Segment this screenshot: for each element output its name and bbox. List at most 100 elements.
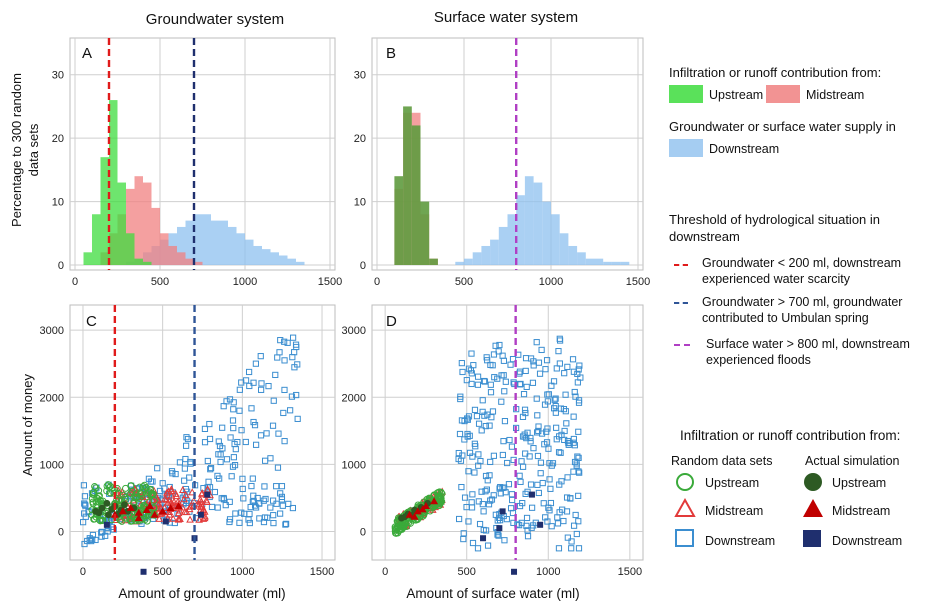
bar-downstream — [559, 233, 569, 265]
y-tick-label: 1000 — [40, 459, 64, 471]
point-random-downstream — [463, 377, 470, 384]
point-random-midstream — [185, 505, 194, 513]
point-random-downstream — [501, 418, 509, 425]
point-random-downstream — [201, 425, 209, 432]
point-random-downstream — [564, 363, 571, 370]
bar-downstream — [279, 255, 288, 265]
point-random-downstream — [251, 422, 259, 429]
point-random-downstream — [214, 504, 221, 511]
bar-downstream — [253, 245, 262, 265]
point-random-downstream — [267, 504, 274, 511]
legend-threshold-gw-low-text: Groundwater < 200 ml, downstream experie… — [702, 256, 902, 286]
x-tick-label: 1500 — [318, 276, 342, 288]
point-actual-upstream — [103, 499, 111, 507]
point-random-downstream — [274, 464, 282, 471]
point-actual-upstream — [108, 505, 116, 513]
point-random-downstream — [560, 406, 568, 413]
point-random-midstream — [161, 494, 169, 502]
x-tick-label: 1500 — [626, 276, 650, 288]
point-random-downstream — [236, 386, 243, 393]
x-tick-label: 1000 — [230, 566, 254, 578]
title-surface: Surface water system — [434, 9, 578, 26]
point-random-downstream — [183, 442, 190, 449]
point-random-downstream — [535, 427, 542, 435]
bar-upstream — [92, 214, 101, 265]
bar-downstream — [211, 220, 220, 265]
point-random-midstream — [203, 497, 211, 506]
legend-threshold-gw-high-line — [674, 302, 688, 304]
point-random-downstream — [521, 406, 529, 413]
legend-random-upstream-label: Upstream — [705, 476, 760, 490]
bar-downstream — [507, 214, 517, 265]
legend-actual-upstream-label: Upstream — [832, 476, 887, 490]
legend-supply-heading: Groundwater or surface water supply in — [669, 119, 896, 134]
bar-downstream — [177, 226, 186, 265]
bar-midstream — [151, 207, 160, 265]
point-random-downstream — [510, 519, 517, 526]
point-random-downstream — [499, 352, 506, 359]
point-random-downstream — [533, 339, 540, 346]
point-random-downstream — [466, 449, 474, 456]
point-random-downstream — [562, 408, 569, 415]
point-random-downstream — [571, 442, 578, 449]
bar-upstream — [109, 100, 118, 265]
point-random-midstream — [165, 510, 174, 518]
point-random-downstream — [501, 537, 508, 544]
panel-letter: C — [86, 313, 97, 330]
point-random-downstream — [490, 452, 497, 459]
point-random-downstream — [245, 368, 253, 376]
point-random-downstream — [548, 523, 555, 530]
point-random-downstream — [223, 456, 231, 463]
point-random-downstream — [204, 457, 211, 465]
point-random-downstream — [511, 380, 518, 388]
bar-downstream — [498, 226, 508, 265]
point-random-downstream — [469, 539, 477, 547]
panel-letter: D — [386, 313, 397, 330]
bar-midstream — [143, 182, 152, 265]
point-random-downstream — [484, 542, 492, 549]
point-random-downstream — [467, 367, 475, 374]
point-random-downstream — [542, 366, 549, 373]
point-random-downstream — [522, 490, 529, 497]
point-random-downstream — [238, 509, 245, 516]
point-random-downstream — [288, 393, 296, 400]
point-random-upstream — [88, 511, 96, 519]
bar-midstream — [134, 176, 143, 265]
point-random-downstream — [571, 388, 578, 396]
bar-upstream — [394, 176, 404, 265]
point-actual-downstream — [140, 568, 147, 575]
point-random-downstream — [228, 473, 235, 480]
point-random-downstream — [523, 514, 531, 522]
point-random-downstream — [265, 382, 272, 390]
point-random-downstream — [508, 443, 516, 450]
point-random-downstream — [242, 377, 250, 384]
point-random-downstream — [471, 406, 479, 413]
point-actual-upstream — [121, 501, 128, 509]
point-random-midstream — [155, 514, 164, 522]
legend-upstream-label: Upstream — [709, 88, 764, 102]
point-random-downstream — [231, 461, 239, 469]
point-actual-midstream — [145, 502, 154, 509]
point-random-downstream — [558, 431, 565, 438]
point-random-downstream — [499, 451, 506, 459]
point-actual-midstream — [158, 507, 167, 515]
point-random-downstream — [488, 496, 496, 503]
point-random-downstream — [576, 362, 583, 369]
bar-downstream — [219, 220, 228, 265]
point-random-downstream — [293, 391, 300, 399]
point-random-downstream — [561, 370, 568, 377]
point-random-downstream — [552, 395, 559, 402]
point-random-downstream — [239, 475, 246, 482]
x-tick-label: 500 — [458, 566, 476, 578]
point-random-upstream — [147, 490, 155, 498]
point-random-downstream — [275, 430, 282, 437]
y-tick-label: 1000 — [342, 459, 366, 471]
point-random-downstream — [507, 505, 515, 512]
point-random-downstream — [529, 504, 536, 511]
point-random-downstream — [291, 349, 298, 356]
point-random-downstream — [484, 357, 491, 364]
ylabel-scatter: Amount of money — [20, 374, 35, 476]
bar-downstream — [236, 233, 245, 265]
point-random-downstream — [269, 422, 277, 429]
